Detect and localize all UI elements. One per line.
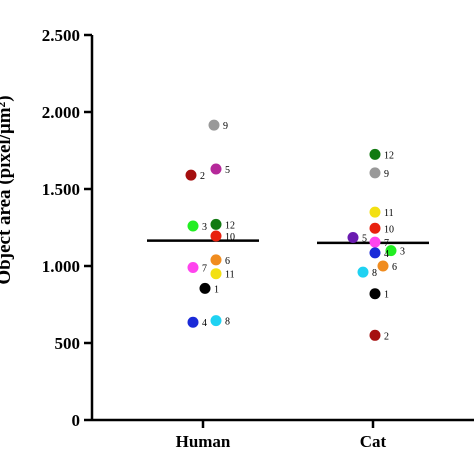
data-point (208, 119, 220, 131)
data-point-label: 5 (225, 165, 230, 176)
data-point (369, 329, 381, 341)
data-point (369, 167, 381, 179)
data-point (187, 262, 199, 274)
data-point (347, 232, 359, 244)
y-tick-label: 0 (72, 411, 81, 430)
data-point-label: 12 (384, 150, 394, 161)
data-point-label: 1 (384, 290, 389, 301)
data-point-label: 8 (372, 268, 377, 279)
data-point-label: 10 (225, 232, 235, 243)
data-point (210, 315, 222, 327)
data-point-label: 11 (384, 208, 394, 219)
data-point (369, 222, 381, 234)
data-point-label: 6 (225, 256, 230, 267)
data-point-label: 9 (223, 121, 228, 132)
data-point-label: 2 (384, 331, 389, 342)
data-point-label: 9 (384, 169, 389, 180)
data-point (210, 163, 222, 175)
y-ticks: 0 500 1.000 1.500 2.000 2.500 (42, 26, 92, 430)
data-point-label: 7 (202, 264, 207, 275)
axes (90, 35, 474, 422)
data-point (369, 148, 381, 160)
y-axis-title: Object area (pixel/μm²) (0, 95, 15, 284)
x-tick-label-human: Human (176, 432, 231, 451)
data-point-label: 2 (200, 171, 205, 182)
data-point (385, 245, 397, 257)
y-tick-label: 1.000 (42, 257, 80, 276)
data-point-label: 1 (214, 284, 219, 295)
data-point (187, 220, 199, 232)
data-point (210, 254, 222, 266)
data-point (210, 230, 222, 242)
data-point (369, 206, 381, 218)
data-point-label: 8 (225, 317, 230, 328)
data-point (357, 266, 369, 278)
data-point (369, 288, 381, 300)
data-point (369, 247, 381, 259)
data-point-label: 11 (225, 270, 235, 281)
data-point (199, 282, 211, 294)
y-tick-label: 2.500 (42, 26, 80, 45)
data-point-label: 4 (202, 318, 207, 329)
data-point (369, 236, 381, 248)
data-point (210, 218, 222, 230)
data-point (187, 316, 199, 328)
y-tick-label: 1.500 (42, 180, 80, 199)
data-point-label: 10 (384, 224, 394, 235)
x-tick-label-cat: Cat (360, 432, 387, 451)
data-point-label: 12 (225, 220, 235, 231)
x-ticks: Human Cat (176, 420, 387, 451)
y-tick-label: 500 (55, 334, 81, 353)
data-point-label: 4 (384, 249, 389, 260)
data-point (185, 169, 197, 181)
data-point-label: 3 (400, 247, 405, 258)
data-point-label: 5 (362, 234, 367, 245)
data-point (377, 260, 389, 272)
data-point (210, 268, 222, 280)
data-point-label: 3 (202, 222, 207, 233)
data-point-label: 7 (384, 238, 389, 249)
data-point-label: 6 (392, 262, 397, 273)
y-tick-label: 2.000 (42, 103, 80, 122)
